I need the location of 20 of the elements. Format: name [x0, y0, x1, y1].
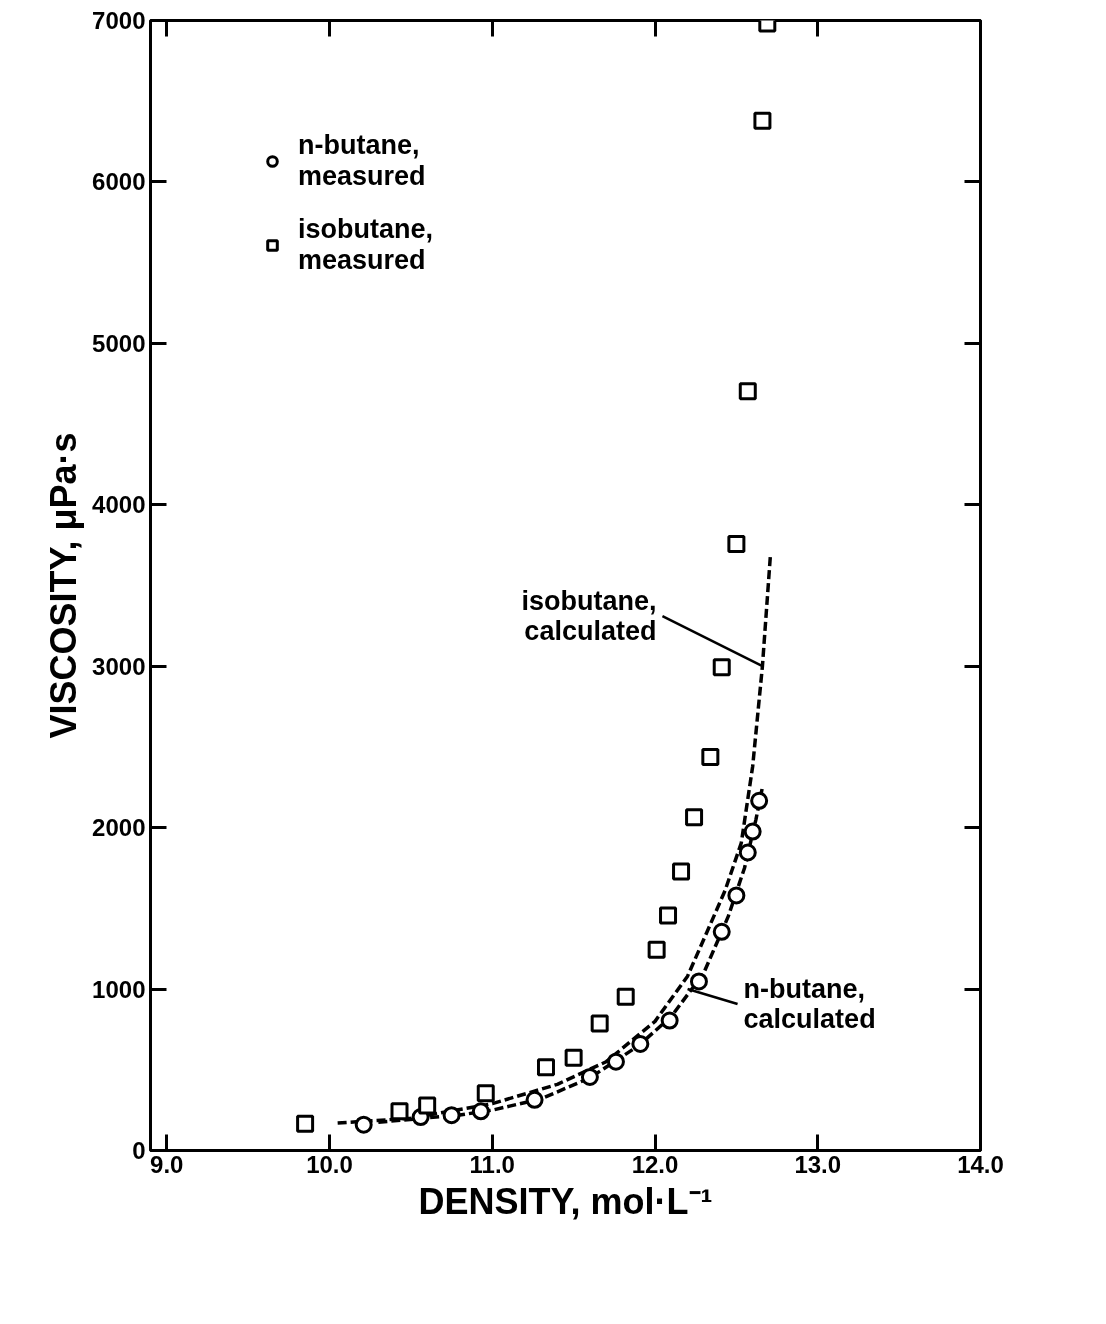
- legend-label: isobutane, measured: [298, 214, 434, 276]
- x-tick-label: 9.0: [150, 1150, 184, 1178]
- y-tick-label: 6000: [92, 168, 146, 196]
- y-tick-label: 4000: [92, 491, 146, 519]
- y-tick-label: 1000: [92, 975, 146, 1003]
- legend-label: n-butane, measured: [298, 130, 426, 192]
- annotation: n-butane, calculated: [743, 974, 876, 1035]
- x-tick-label: 13.0: [794, 1150, 842, 1178]
- y-tick-label: 2000: [92, 814, 146, 842]
- x-tick-label: 10.0: [306, 1150, 353, 1178]
- y-axis-title: VISCOSITY, μPa·s: [43, 432, 85, 739]
- x-tick-label: 14.0: [957, 1150, 1004, 1178]
- annotation: isobutane, calculated: [521, 586, 657, 647]
- x-tick-label: 11.0: [469, 1150, 515, 1178]
- y-tick-label: 7000: [92, 7, 146, 34]
- y-tick-label: 5000: [92, 329, 146, 357]
- x-tick-label: 12.0: [631, 1150, 679, 1178]
- x-axis-title: DENSITY, mol·L⁻¹: [418, 1180, 713, 1222]
- y-tick-label: 3000: [92, 652, 146, 680]
- y-tick-label: 0: [132, 1137, 146, 1164]
